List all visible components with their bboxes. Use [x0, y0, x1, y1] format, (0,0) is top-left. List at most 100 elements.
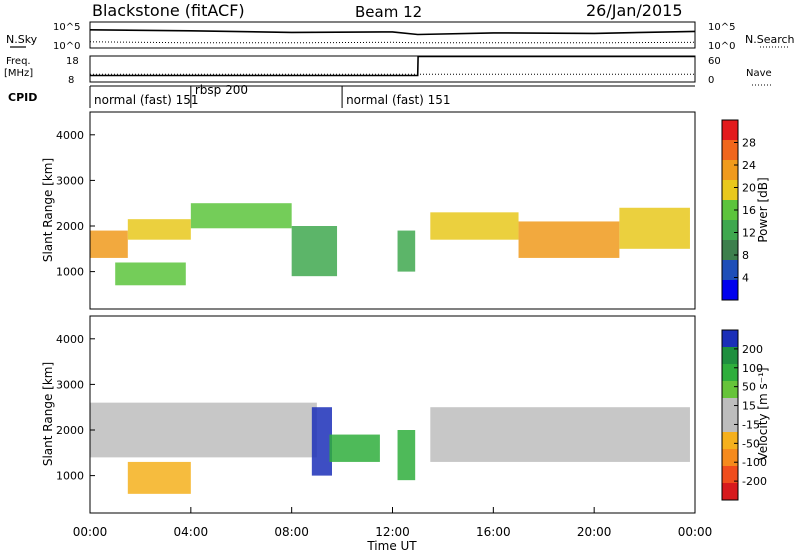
colorbar-tick-label: 8 [742, 249, 749, 262]
nsky-ytick-top: 10^5 [53, 22, 80, 33]
ytick-label: 4000 [56, 333, 84, 346]
colorbar-tick-label: 100 [742, 362, 763, 375]
colorbar-tick-label: 50 [742, 381, 756, 394]
colorbar-tick-label: 24 [742, 159, 756, 172]
colorbar-swatch [722, 240, 738, 261]
rti-band [90, 230, 128, 258]
freq-series-line [90, 55, 695, 77]
power-rti-panel: 1000 2000 3000 4000 Slant Range [km] [41, 111, 696, 310]
colorbar-tick-label: 28 [742, 137, 756, 150]
rti-band [430, 407, 690, 462]
beam-label: Beam 12 [355, 3, 422, 21]
colorbar-tick-label: -200 [742, 475, 767, 488]
colorbar-swatch [722, 415, 738, 433]
colorbar-tick-label: -100 [742, 456, 767, 469]
cpid-label: CPID [8, 91, 37, 104]
rti-band [430, 212, 519, 240]
nave-ytick-bottom: 0 [708, 75, 714, 86]
colorbar-swatch [722, 398, 738, 416]
colorbar-swatch [722, 140, 738, 161]
ytick-label: 3000 [56, 378, 84, 391]
power-colorbar: 28 24 20 16 12 8 4 [721, 119, 756, 301]
colorbar-tick-label: 16 [742, 204, 756, 217]
rti-band [115, 262, 186, 286]
xtick-label: 16:00 [476, 525, 511, 539]
colorbar-swatch [722, 364, 738, 382]
velocity-rti-panel: 1000 2000 3000 4000 00:00 04:00 08:00 12:00 16:… [41, 315, 713, 553]
freq-ytick-bottom: 8 [68, 75, 74, 86]
ytick-label: 2000 [56, 220, 84, 233]
xtick-label: 00:00 [678, 525, 713, 539]
rti-band [291, 226, 338, 277]
freq-ytick-top: 18 [66, 56, 79, 67]
rti-band [397, 430, 416, 481]
rti-band [190, 203, 292, 229]
xtick-label: 00:00 [73, 525, 108, 539]
time-xlabel: Time UT [366, 539, 417, 553]
nave-ytick-top: 60 [708, 56, 721, 67]
colorbar-swatch [722, 160, 738, 181]
nsky-panel: 10^5 10^0 10^5 10^0 [53, 21, 735, 52]
colorbar-tick-label: -50 [742, 437, 760, 450]
freq-panel-frame [89, 55, 696, 83]
colorbar-swatch [722, 330, 738, 348]
colorbar-tick-label: 4 [742, 272, 749, 285]
nsearch-label: N.Search [745, 33, 795, 46]
rti-band [127, 461, 191, 494]
cpid-segment-label: normal (fast) 151 [94, 93, 198, 107]
date-label: 26/Jan/2015 [586, 1, 683, 20]
velocity-colorbar: 200 100 50 15 -15 -50 -100 -200 [721, 329, 767, 501]
nsearch-series-line [89, 41, 696, 44]
xtick-label: 20:00 [577, 525, 612, 539]
colorbar-tick-label: 20 [742, 182, 756, 195]
freq-label-2: [MHz] [4, 68, 33, 79]
power-colorbar-label: Power [dB] [756, 177, 770, 242]
nsearch-ytick-bottom: 10^0 [708, 41, 735, 52]
xtick-label: 08:00 [274, 525, 309, 539]
ytick-label: 4000 [56, 129, 84, 142]
ytick-label: 1000 [56, 470, 84, 483]
ytick-label: 3000 [56, 174, 84, 187]
nsearch-ytick-top: 10^5 [708, 22, 735, 33]
colorbar-tick-label: 200 [742, 343, 763, 356]
ytick-label: 2000 [56, 424, 84, 437]
freq-panel: 18 8 60 0 [66, 55, 721, 86]
freq-label-1: Freq. [6, 56, 31, 67]
rti-band [619, 207, 690, 249]
colorbar-swatch [722, 220, 738, 241]
velocity-ylabel: Slant Range [km] [41, 362, 55, 466]
nave-label: Nave [746, 68, 772, 79]
rti-band [311, 407, 332, 476]
colorbar-swatch [722, 347, 738, 365]
colorbar-swatch [722, 120, 738, 141]
colorbar-swatch [722, 466, 738, 484]
colorbar-tick-label: -15 [742, 418, 760, 431]
xtick-label: 12:00 [375, 525, 410, 539]
rti-band [397, 230, 416, 272]
colorbar-tick-label: 12 [742, 227, 756, 240]
power-ylabel: Slant Range [km] [41, 158, 55, 262]
rti-band [329, 434, 380, 462]
colorbar-swatch [722, 180, 738, 201]
colorbar-swatch [722, 483, 738, 501]
colorbar-swatch [722, 449, 738, 467]
velocity-colorbar-label: Velocity [m s⁻¹] [756, 367, 770, 460]
rti-band [518, 221, 620, 258]
cpid-segment-label: rbsp 200 [195, 83, 248, 97]
colorbar-swatch [722, 280, 738, 301]
colorbar-swatch [722, 381, 738, 399]
colorbar-tick-label: 15 [742, 400, 756, 413]
nsky-label: N.Sky [6, 33, 38, 46]
rti-band [127, 219, 191, 240]
power-plot-frame [89, 111, 696, 310]
colorbar-swatch [722, 260, 738, 281]
nsky-panel-frame [89, 21, 696, 49]
ytick-label: 1000 [56, 266, 84, 279]
colorbar-swatch [722, 432, 738, 450]
rti-band [90, 402, 317, 458]
nsky-series-line [89, 29, 696, 36]
nsky-ytick-bottom: 10^0 [53, 41, 80, 52]
colorbar-swatch [722, 200, 738, 221]
